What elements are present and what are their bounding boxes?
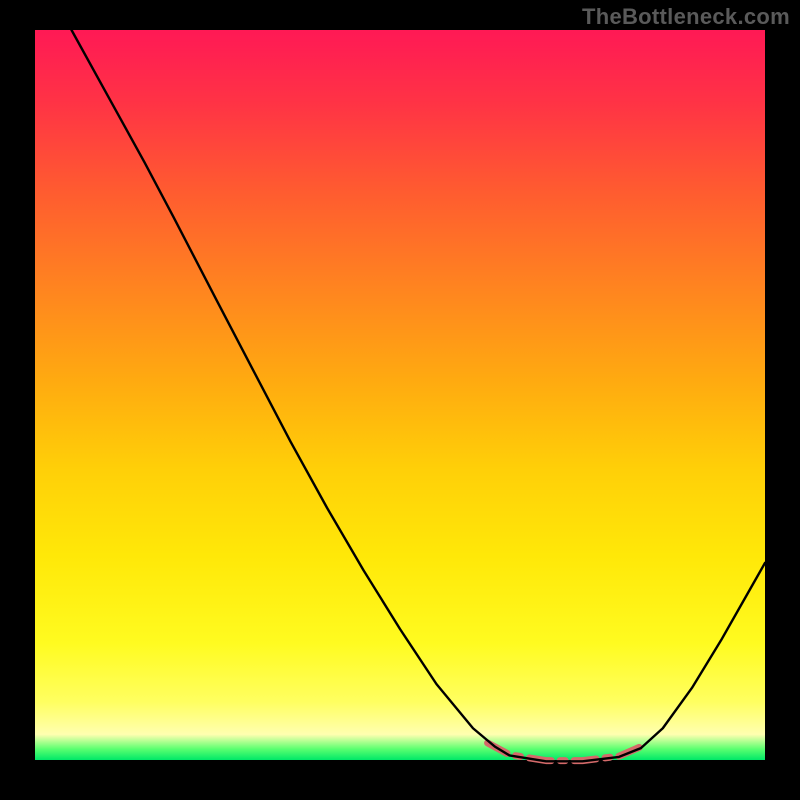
curve-layer: [35, 30, 765, 765]
plot-frame: [35, 30, 765, 765]
chart-stage: TheBottleneck.com: [0, 0, 800, 800]
watermark-text: TheBottleneck.com: [582, 4, 790, 30]
main-curve: [72, 30, 766, 761]
